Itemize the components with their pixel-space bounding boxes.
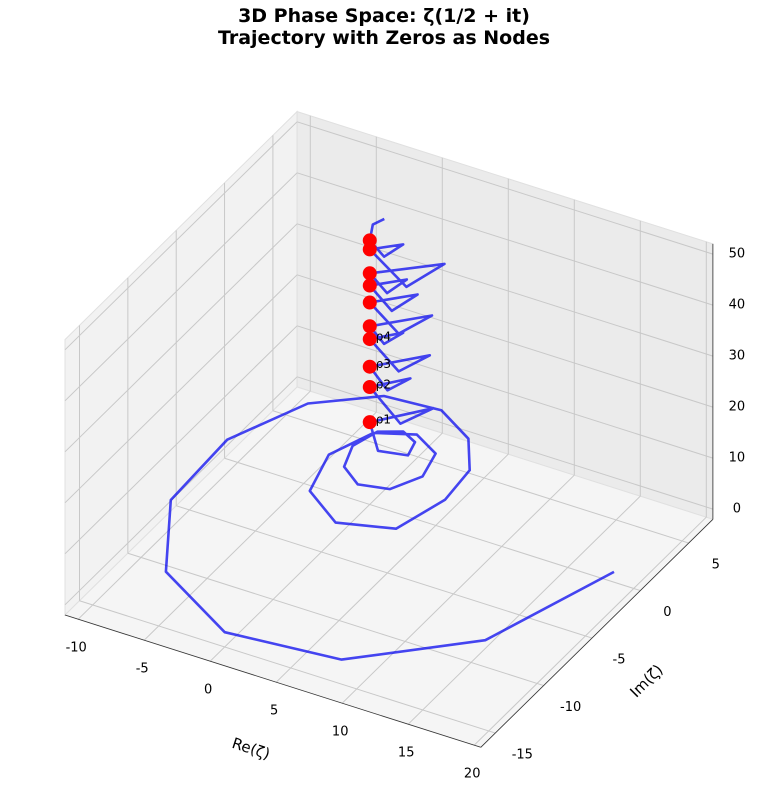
axis-line	[480, 519, 714, 748]
grid-line	[64, 172, 298, 402]
z-tick-label: 50	[729, 247, 746, 262]
x-tick-label: 10	[332, 725, 349, 740]
grid-line	[77, 390, 311, 620]
grid-line	[296, 325, 714, 459]
y-tick-label: 0	[663, 605, 671, 620]
x-tick-label: -5	[136, 662, 149, 677]
y-tick-label: 5	[712, 558, 720, 573]
y-tick-label: -10	[560, 700, 581, 715]
grid-line	[224, 457, 641, 592]
grid-line	[79, 600, 496, 734]
zero-marker	[362, 266, 377, 281]
x-tick-label: 15	[398, 746, 415, 761]
x-axis-label: Re(ζ)	[230, 734, 273, 763]
zero-marker	[362, 380, 377, 395]
zero-label: ρ3	[376, 357, 391, 371]
grid-line	[296, 121, 714, 255]
grid-line	[64, 223, 298, 453]
y-axis-label: Im(ζ)	[626, 661, 666, 701]
grid-line	[209, 432, 443, 662]
zero-marker	[362, 233, 377, 248]
grid-line	[296, 172, 714, 306]
zero-marker	[362, 359, 377, 374]
y-tick-label: -15	[512, 748, 533, 763]
grid-line	[473, 516, 707, 746]
zero-marker	[362, 332, 377, 347]
zero-marker	[362, 415, 377, 430]
z-tick-label: 30	[729, 349, 746, 364]
chart-title: 3D Phase Space: ζ(1/2 + it)	[238, 5, 530, 27]
zero-marker	[362, 319, 377, 334]
zero-label: ρ1	[376, 413, 391, 427]
y-tick-label: -5	[613, 653, 626, 668]
z-tick-label: 40	[729, 298, 746, 313]
grid-line	[272, 410, 689, 544]
grid-line	[407, 495, 641, 725]
x-tick-label: -10	[66, 641, 87, 656]
zero-label: ρ4	[376, 330, 391, 344]
grid-line	[64, 121, 298, 351]
zero-marker	[362, 278, 377, 293]
zero-marker	[362, 295, 377, 310]
x-tick-label: 5	[270, 704, 278, 719]
grid-line	[176, 505, 593, 639]
grid-line	[64, 274, 298, 504]
x-tick-label: 0	[204, 683, 212, 698]
chart-title: Trajectory with Zeros as Nodes	[218, 27, 550, 49]
z-tick-label: 10	[729, 451, 746, 466]
grid-line	[127, 552, 544, 687]
trajectory-line	[164, 217, 615, 661]
z-tick-label: 20	[729, 400, 746, 415]
grid-line	[341, 474, 575, 704]
grid-line	[64, 325, 298, 555]
axis-line	[64, 614, 481, 748]
zero-label: ρ2	[376, 378, 391, 392]
grid-line	[275, 453, 509, 683]
x-tick-label: 20	[464, 767, 481, 782]
z-tick-label: 0	[733, 502, 741, 517]
